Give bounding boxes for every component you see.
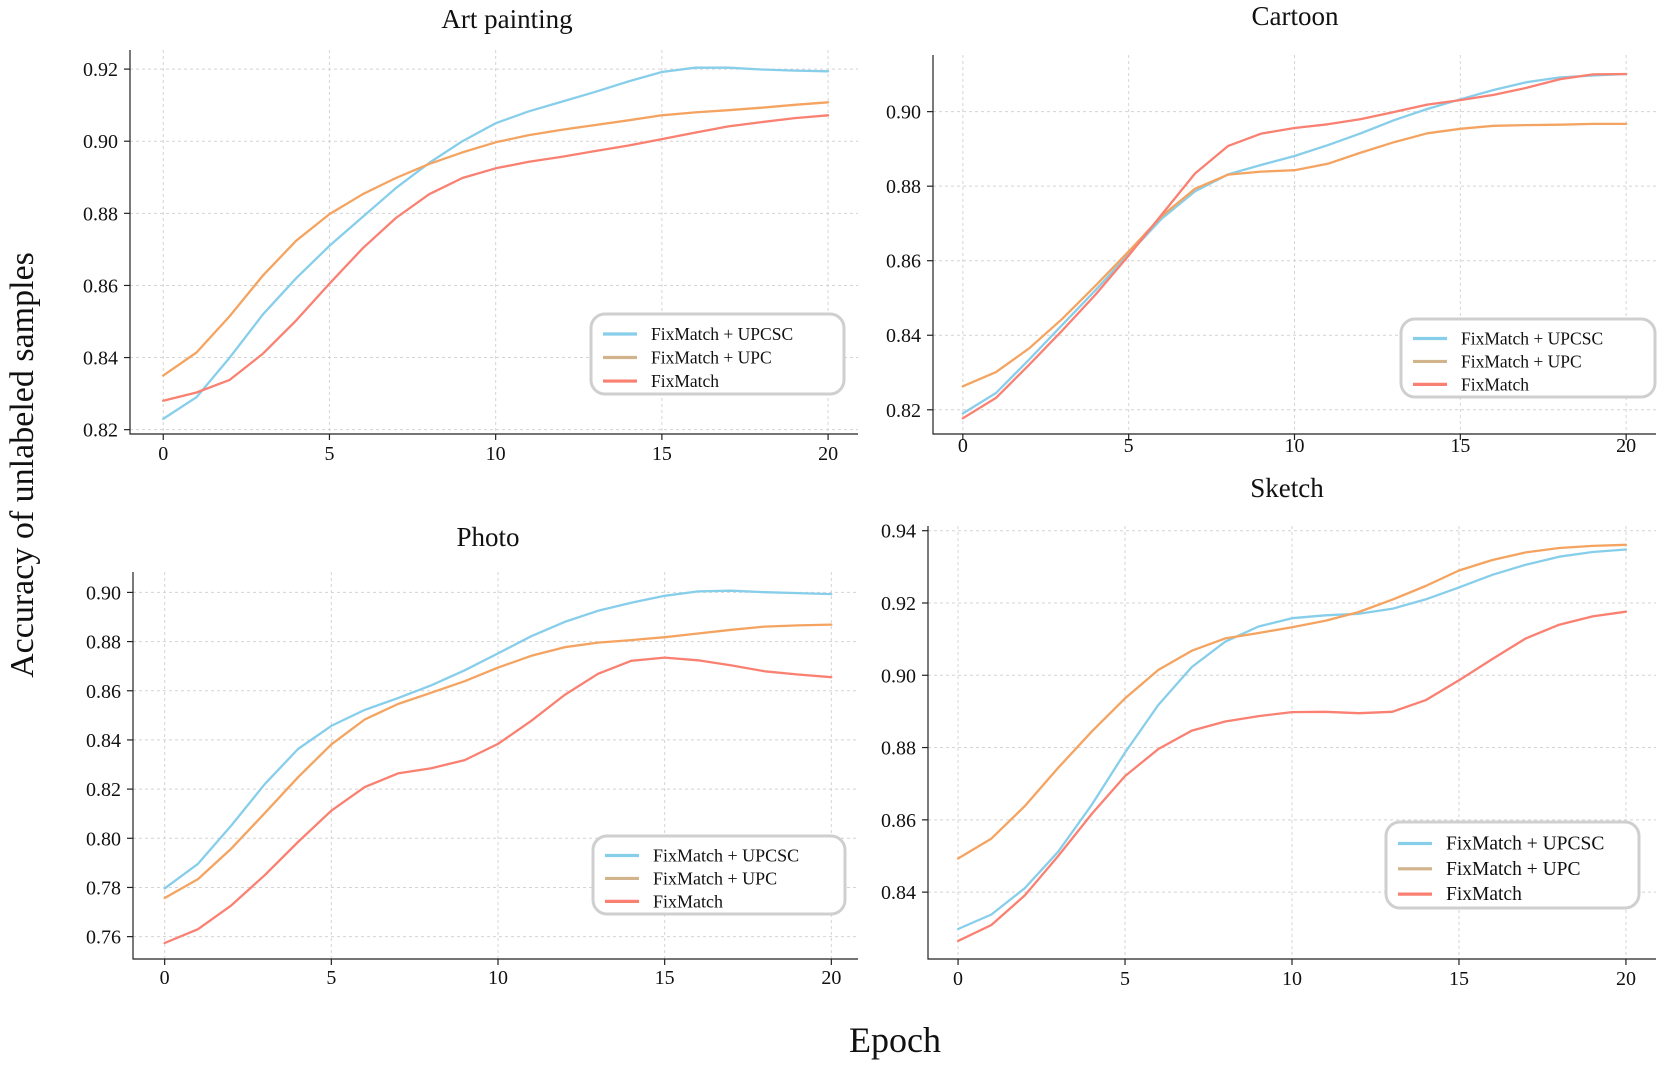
x-tick-label: 10 xyxy=(1285,435,1305,457)
series-line-fixmatch-upc xyxy=(163,623,833,900)
y-tick-label: 0.86 xyxy=(83,275,118,297)
y-tick-label: 0.84 xyxy=(886,325,921,347)
x-tick-label: 10 xyxy=(486,443,506,465)
x-tick-label: 5 xyxy=(326,967,336,989)
axis-frame xyxy=(129,50,858,435)
legend-box xyxy=(591,834,847,916)
x-tick-label: 0 xyxy=(958,435,968,457)
x-tick-label: 15 xyxy=(655,967,675,989)
series-line-fixmatch-upc xyxy=(162,101,830,377)
y-tick-label: 0.88 xyxy=(83,203,118,225)
series-line-fixmatch-upc xyxy=(961,122,1628,388)
x-tick-label: 0 xyxy=(158,443,168,465)
axis-frame xyxy=(132,572,858,960)
x-tick-label: 15 xyxy=(1449,968,1469,990)
x-tick-label: 10 xyxy=(1282,968,1302,990)
axis-frame xyxy=(932,55,1656,435)
series-line-fixmatch xyxy=(163,656,833,945)
y-tick-label: 0.82 xyxy=(886,400,921,422)
y-tick-label: 0.88 xyxy=(881,738,916,760)
y-tick-label: 0.84 xyxy=(83,348,118,370)
x-tick-label: 10 xyxy=(488,967,508,989)
chart-panel-3: 0 5 10 15 20 0.84 0.86 0.88 0.90 0.92 0.94 Sketch Fi… xyxy=(881,473,1656,990)
series-line-fixmatch-upcsc xyxy=(163,589,833,890)
chart-title: Cartoon xyxy=(1252,1,1339,31)
x-tick-label: 15 xyxy=(652,443,672,465)
series-line-fixmatch xyxy=(956,610,1628,943)
legend-label: FixMatch + UPC xyxy=(1446,859,1581,880)
legend-label: FixMatch xyxy=(1446,884,1522,905)
legend-label: FixMatch xyxy=(653,891,723,911)
chart-panel-2: 0 5 10 15 20 0.76 0.78 0.80 0.82 0.84 0.86 0.88 0.90… xyxy=(86,522,858,989)
y-tick-label: 0.86 xyxy=(886,251,921,273)
legend-box xyxy=(1384,820,1641,910)
y-tick-label: 0.94 xyxy=(881,521,916,543)
series-line-fixmatch xyxy=(961,72,1628,420)
legend-box xyxy=(589,312,846,396)
y-tick-label: 0.84 xyxy=(86,730,121,752)
series-line-fixmatch-upcsc xyxy=(961,72,1628,415)
y-tick-label: 0.80 xyxy=(86,828,121,850)
series-line-fixmatch xyxy=(162,114,830,402)
x-tick-label: 0 xyxy=(160,967,170,989)
legend-box xyxy=(1399,317,1657,399)
chart-title: Photo xyxy=(456,522,519,552)
chart-title: Sketch xyxy=(1250,473,1324,503)
chart-panel-0: 0 5 10 15 20 0.82 0.84 0.86 0.88 0.90 0.92 Art pain… xyxy=(83,4,858,465)
y-tick-label: 0.82 xyxy=(86,779,121,801)
figure-ylabel: Accuracy of unlabeled samples xyxy=(4,252,41,678)
legend: FixMatch + UPCSC FixMatch + UPC FixMatch xyxy=(1384,820,1641,910)
legend-label: FixMatch + UPC xyxy=(653,868,777,888)
legend-label: FixMatch xyxy=(651,371,719,391)
y-tick-label: 0.78 xyxy=(86,877,121,899)
x-tick-label: 20 xyxy=(1616,435,1636,457)
series-line-fixmatch-upc xyxy=(956,543,1628,860)
chart-title: Art painting xyxy=(441,4,572,34)
y-tick-label: 0.90 xyxy=(886,102,921,124)
series-line-fixmatch-upcsc xyxy=(162,66,830,421)
y-tick-label: 0.76 xyxy=(86,927,121,949)
y-tick-label: 0.88 xyxy=(886,176,921,198)
y-tick-label: 0.84 xyxy=(881,882,916,904)
y-tick-label: 0.86 xyxy=(881,810,916,832)
legend: FixMatch + UPCSC FixMatch + UPC FixMatch xyxy=(589,312,846,396)
series-line-fixmatch-upcsc xyxy=(956,548,1628,931)
y-tick-label: 0.82 xyxy=(83,420,118,442)
x-tick-label: 5 xyxy=(1120,968,1130,990)
x-tick-label: 5 xyxy=(324,443,334,465)
chart-panel-1: 0 5 10 15 20 0.82 0.84 0.86 0.88 0.90 Cartoon FixMa… xyxy=(886,1,1657,457)
x-tick-label: 0 xyxy=(953,968,963,990)
legend-label: FixMatch + UPCSC xyxy=(1446,834,1604,855)
y-tick-label: 0.92 xyxy=(881,593,916,615)
x-tick-label: 20 xyxy=(818,443,838,465)
x-tick-label: 20 xyxy=(821,967,841,989)
legend-label: FixMatch + UPCSC xyxy=(1461,329,1603,349)
legend-label: FixMatch xyxy=(1461,374,1529,394)
x-tick-label: 5 xyxy=(1124,435,1134,457)
y-tick-label: 0.90 xyxy=(83,131,118,153)
y-tick-label: 0.86 xyxy=(86,681,121,703)
y-tick-label: 0.92 xyxy=(83,59,118,81)
y-tick-label: 0.88 xyxy=(86,632,121,654)
y-tick-label: 0.90 xyxy=(86,582,121,604)
legend-label: FixMatch + UPC xyxy=(1461,351,1582,371)
legend-label: FixMatch + UPC xyxy=(651,348,772,368)
legend-label: FixMatch + UPCSC xyxy=(653,846,799,866)
axis-frame xyxy=(927,526,1656,960)
figure-xlabel: Epoch xyxy=(849,1020,941,1060)
x-tick-label: 15 xyxy=(1450,435,1470,457)
y-tick-label: 0.90 xyxy=(881,665,916,687)
legend-label: FixMatch + UPCSC xyxy=(651,324,793,344)
x-tick-label: 20 xyxy=(1616,968,1636,990)
